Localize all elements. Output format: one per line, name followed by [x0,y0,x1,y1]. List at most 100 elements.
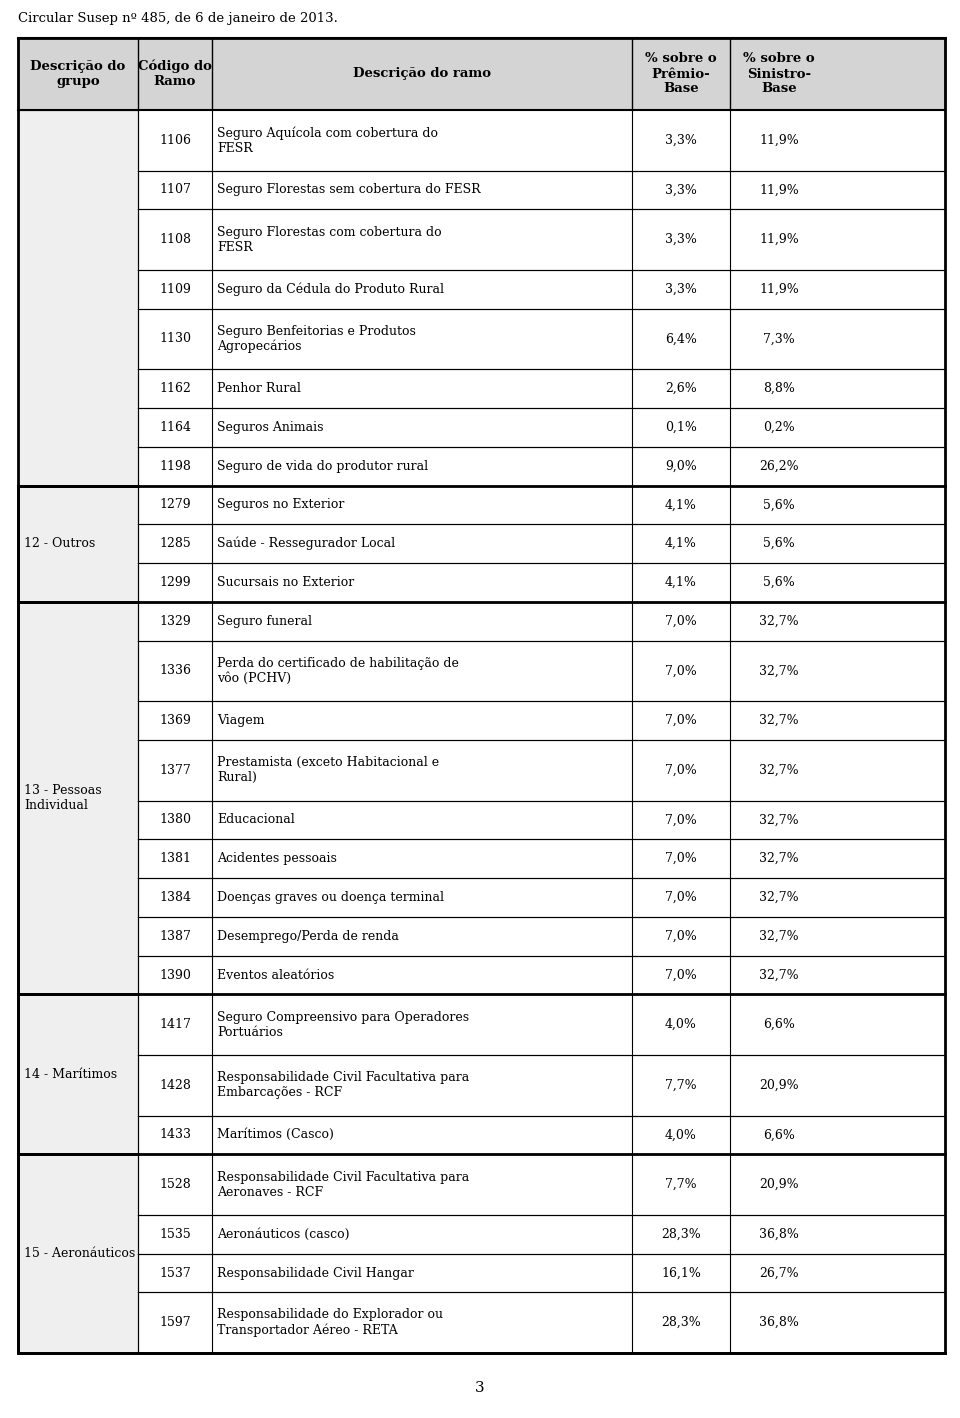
Text: Educacional: Educacional [217,814,295,827]
Bar [632,994,730,1055]
Bar [138,170,212,210]
Bar [632,170,730,210]
Text: 28,3%: 28,3% [661,1228,701,1241]
Text: 1384: 1384 [159,891,191,905]
Bar [212,740,632,801]
Bar [730,369,828,408]
Text: 36,8%: 36,8% [759,1316,799,1329]
Bar [18,111,138,485]
Bar [212,170,632,210]
Bar [138,641,212,702]
Text: 1130: 1130 [159,332,191,346]
Text: 3,3%: 3,3% [665,233,697,247]
Bar [632,525,730,563]
Text: Código do
Ramo: Código do Ramo [138,60,212,88]
Text: 6,6%: 6,6% [763,1018,795,1031]
Bar [212,210,632,269]
Text: 1109: 1109 [159,282,191,296]
Text: 5,6%: 5,6% [763,576,795,588]
Bar [138,269,212,309]
Bar [138,525,212,563]
Bar [730,1254,828,1292]
Bar [212,601,632,641]
Bar [632,1116,730,1154]
Text: % sobre o
Prêmio-
Base: % sobre o Prêmio- Base [645,52,717,95]
Bar [138,447,212,485]
Bar [730,878,828,917]
Text: Saúde - Ressegurador Local: Saúde - Ressegurador Local [217,537,396,550]
Text: 1164: 1164 [159,421,191,434]
Text: 3,3%: 3,3% [665,183,697,197]
Bar [730,702,828,740]
Text: 7,0%: 7,0% [665,715,697,727]
Text: 32,7%: 32,7% [759,968,799,981]
Text: Seguro Florestas sem cobertura do FESR: Seguro Florestas sem cobertura do FESR [217,183,481,197]
Bar [730,170,828,210]
Bar [138,917,212,956]
Bar [138,839,212,878]
Bar [138,702,212,740]
Bar [212,702,632,740]
Text: 1162: 1162 [159,381,191,396]
Bar [138,210,212,269]
Bar [730,1116,828,1154]
Bar [212,641,632,702]
Text: 5,6%: 5,6% [763,499,795,512]
Text: Seguro Florestas com cobertura do
FESR: Seguro Florestas com cobertura do FESR [217,225,442,254]
Text: 6,4%: 6,4% [665,332,697,346]
Bar [632,702,730,740]
Text: Seguro funeral: Seguro funeral [217,615,312,628]
Bar [212,563,632,601]
Text: 15 - Aeronáuticos: 15 - Aeronáuticos [24,1248,135,1261]
Text: Eventos aleatórios: Eventos aleatórios [217,968,334,981]
Bar [632,1254,730,1292]
Text: Responsabilidade do Explorador ou
Transportador Aéreo - RETA: Responsabilidade do Explorador ou Transp… [217,1309,443,1337]
Bar [18,485,138,601]
Bar [632,878,730,917]
Bar [632,641,730,702]
Text: Seguros Animais: Seguros Animais [217,421,324,434]
Bar [18,994,138,1154]
Bar [632,408,730,447]
Bar [212,801,632,839]
Bar [730,641,828,702]
Bar [730,309,828,369]
Text: 7,0%: 7,0% [665,968,697,981]
Text: Seguro de vida do produtor rural: Seguro de vida do produtor rural [217,459,428,472]
Text: 32,7%: 32,7% [759,665,799,678]
Text: 6,6%: 6,6% [763,1129,795,1141]
Bar [138,408,212,447]
Text: Responsabilidade Civil Facultativa para
Aeronaves - RCF: Responsabilidade Civil Facultativa para … [217,1171,469,1198]
Text: 1377: 1377 [159,764,191,777]
Bar [632,917,730,956]
Text: 12 - Outros: 12 - Outros [24,537,95,550]
Text: 0,2%: 0,2% [763,421,795,434]
Bar [138,601,212,641]
Bar [212,956,632,994]
Bar [212,525,632,563]
Bar [138,878,212,917]
Bar [632,956,730,994]
Text: 1433: 1433 [159,1129,191,1141]
Bar [138,485,212,525]
Bar [632,111,730,170]
Bar [730,269,828,309]
Bar [138,563,212,601]
Bar [212,269,632,309]
Bar [212,1055,632,1116]
Text: 36,8%: 36,8% [759,1228,799,1241]
Text: 1329: 1329 [159,615,191,628]
Text: 7,0%: 7,0% [665,615,697,628]
Text: 3,3%: 3,3% [665,133,697,147]
Text: 7,0%: 7,0% [665,891,697,905]
Bar [212,447,632,485]
Text: 1381: 1381 [159,852,191,865]
Bar [138,1292,212,1353]
Text: 1528: 1528 [159,1178,191,1191]
Text: 4,0%: 4,0% [665,1018,697,1031]
Bar [730,1292,828,1353]
Bar [632,485,730,525]
Bar [730,956,828,994]
Bar [730,601,828,641]
Text: 32,7%: 32,7% [759,715,799,727]
